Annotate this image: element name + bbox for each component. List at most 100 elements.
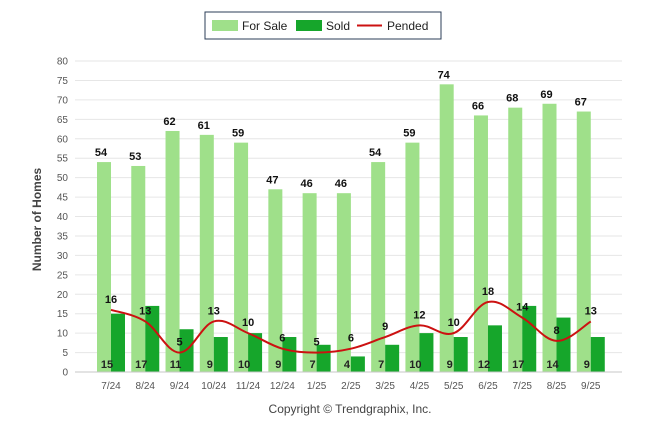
bar-for-sale	[542, 103, 557, 372]
y-tick-label: 40	[57, 212, 69, 223]
x-tick-label: 9/25	[581, 381, 601, 392]
y-tick-label: 35	[57, 231, 69, 242]
data-label-sold: 10	[409, 359, 421, 371]
data-label-for-sale: 66	[472, 100, 484, 112]
x-tick-label: 7/24	[101, 381, 121, 392]
data-label-for-sale: 59	[403, 128, 415, 140]
y-tick-label: 10	[57, 329, 69, 340]
data-label-sold: 12	[478, 359, 490, 371]
bar-for-sale	[268, 189, 283, 372]
y-tick-label: 75	[57, 76, 69, 87]
bar-for-sale	[473, 115, 488, 373]
data-label-pended: 10	[242, 317, 254, 329]
pended-line-layer	[110, 300, 592, 354]
data-label-pended: 6	[348, 333, 354, 345]
data-label-pended: 6	[279, 333, 285, 345]
y-tick-label: 15	[57, 309, 69, 320]
x-axis-ticks: 7/24 8/24 9/24 10/24 11/24 12/24 1/25 2/25 3/25 4…	[101, 381, 601, 392]
x-tick-label: 3/25	[375, 381, 395, 392]
bar-sold	[213, 337, 228, 372]
y-tick-label: 50	[57, 173, 69, 184]
bar-sold	[282, 337, 297, 372]
bar-for-sale	[576, 111, 591, 372]
legend: For Sale Sold Pended	[204, 11, 442, 40]
bar-for-sale	[165, 130, 180, 372]
data-label-for-sale: 69	[540, 89, 552, 101]
y-axis-ticks: 0 5 10 15 20 25 30 35 40 45 50 55 60 65 70 75 80	[57, 57, 69, 379]
legend-swatch-for-sale	[212, 20, 238, 31]
data-label-pended: 13	[208, 305, 220, 317]
legend-label-pended[interactable]: Pended	[387, 19, 428, 33]
data-label-for-sale: 53	[129, 151, 141, 163]
data-label-for-sale: 74	[438, 69, 451, 81]
legend-box	[204, 11, 442, 40]
bars	[97, 84, 605, 373]
y-axis-label: Number of Homes	[30, 168, 44, 272]
data-label-sold: 10	[238, 359, 250, 371]
bar-for-sale	[302, 193, 317, 372]
pended-line	[110, 300, 592, 354]
y-tick-label: 60	[57, 134, 69, 145]
data-label-sold: 15	[101, 359, 113, 371]
data-label-pended: 10	[448, 317, 460, 329]
legend-label-sold[interactable]: Sold	[326, 19, 350, 33]
data-label-pended: 18	[482, 286, 494, 298]
bar-sold	[522, 305, 537, 372]
bar-for-sale	[508, 107, 523, 373]
bar-sold	[248, 333, 263, 372]
data-label-for-sale: 47	[266, 174, 278, 186]
data-label-pended: 5	[314, 337, 320, 349]
data-label-pended: 16	[105, 294, 117, 306]
data-label-for-sale: 67	[575, 97, 587, 109]
y-tick-label: 65	[57, 115, 69, 126]
data-label-for-sale: 62	[163, 116, 175, 128]
legend-label-for-sale[interactable]: For Sale	[242, 19, 288, 33]
data-label-sold: 9	[447, 359, 453, 371]
data-label-sold: 9	[584, 359, 590, 371]
data-label-for-sale: 46	[335, 178, 347, 190]
data-label-pended: 12	[413, 309, 425, 321]
x-tick-label: 8/25	[547, 381, 567, 392]
data-label-pended: 5	[176, 337, 182, 349]
data-label-sold: 17	[135, 359, 147, 371]
x-tick-label: 11/24	[236, 381, 261, 392]
data-label-pended: 9	[382, 321, 388, 333]
y-tick-label: 55	[57, 154, 69, 165]
y-tick-label: 5	[62, 348, 68, 359]
bar-sold	[453, 337, 468, 372]
y-tick-label: 45	[57, 193, 69, 204]
data-label-sold: 11	[170, 359, 182, 371]
x-tick-label: 8/24	[136, 381, 156, 392]
x-tick-label: 10/24	[201, 381, 226, 392]
data-label-for-sale: 54	[369, 147, 382, 159]
bar-for-sale	[336, 193, 351, 372]
data-labels: 5415531762116195910479467464547591074966…	[95, 69, 597, 371]
bar-for-sale	[405, 142, 420, 372]
y-tick-label: 30	[57, 251, 69, 262]
data-label-pended: 14	[516, 302, 529, 314]
bar-sold	[487, 325, 502, 372]
x-tick-label: 6/25	[478, 381, 498, 392]
bar-sold	[385, 344, 400, 372]
x-tick-label: 1/25	[307, 381, 327, 392]
bar-sold	[316, 344, 331, 372]
x-tick-label: 4/25	[410, 381, 430, 392]
bar-for-sale	[439, 84, 454, 372]
bar-sold	[350, 356, 365, 372]
x-tick-label: 2/25	[341, 381, 361, 392]
data-label-sold: 7	[310, 359, 316, 371]
y-tick-label: 20	[57, 290, 69, 301]
data-label-for-sale: 59	[232, 128, 244, 140]
y-tick-label: 70	[57, 95, 69, 106]
data-label-sold: 9	[207, 359, 213, 371]
bar-for-sale	[199, 134, 214, 372]
data-label-for-sale: 54	[95, 147, 108, 159]
data-label-sold: 14	[546, 359, 559, 371]
bar-sold	[111, 313, 125, 372]
x-tick-label: 7/25	[513, 381, 533, 392]
bar-sold	[145, 305, 160, 372]
bar-sold	[419, 333, 434, 372]
x-tick-label: 12/24	[270, 381, 295, 392]
y-tick-label: 80	[57, 57, 69, 68]
